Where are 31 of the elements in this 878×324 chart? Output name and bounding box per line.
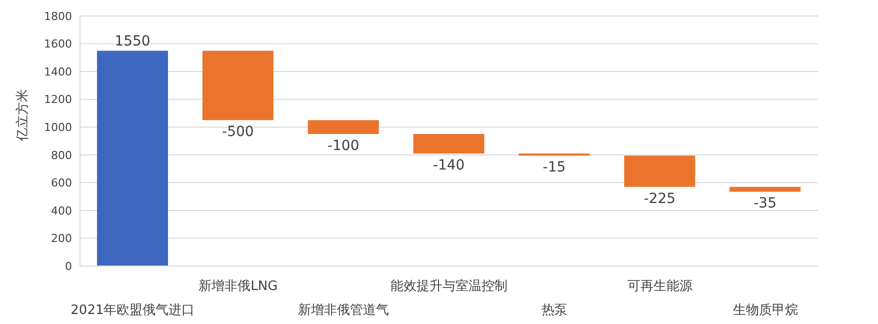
- bar: [624, 156, 696, 187]
- x-tick-label: 能效提升与室温控制: [390, 278, 508, 294]
- x-tick-label: 新增非俄LNG: [198, 279, 278, 294]
- y-axis-title: 亿立方米: [14, 89, 31, 142]
- y-tick-label: 0: [65, 260, 72, 273]
- y-tick-label: 1600: [44, 38, 72, 51]
- bar: [730, 186, 801, 192]
- data-label: -35: [754, 196, 777, 212]
- y-tick-label: 1400: [44, 65, 72, 78]
- data-label: 1550: [114, 34, 150, 50]
- x-tick-label: 2021年欧盟俄气进口: [70, 303, 195, 318]
- x-tick-label: 新增非俄管道气: [298, 303, 390, 318]
- bar: [413, 134, 484, 154]
- y-tick-label: 1800: [44, 10, 72, 23]
- x-tick-label: 热泵: [541, 303, 568, 318]
- data-label: -500: [222, 124, 254, 140]
- y-tick-label: 1200: [44, 93, 72, 106]
- y-tick-label: 1000: [44, 121, 72, 134]
- data-label: -140: [432, 158, 465, 174]
- y-tick-label: 400: [51, 204, 72, 218]
- data-label: -225: [644, 190, 676, 207]
- y-tick-label: 600: [51, 176, 72, 190]
- data-label: -100: [327, 138, 360, 154]
- x-tick-label: 可再生能源: [627, 279, 692, 294]
- data-label: -15: [542, 160, 566, 176]
- y-tick-label: 800: [51, 148, 72, 162]
- y-tick-label: 200: [51, 232, 72, 246]
- bar: [308, 120, 379, 134]
- bar: [97, 50, 168, 266]
- x-tick-label: 生物质甲烷: [732, 303, 798, 318]
- bar: [202, 50, 274, 120]
